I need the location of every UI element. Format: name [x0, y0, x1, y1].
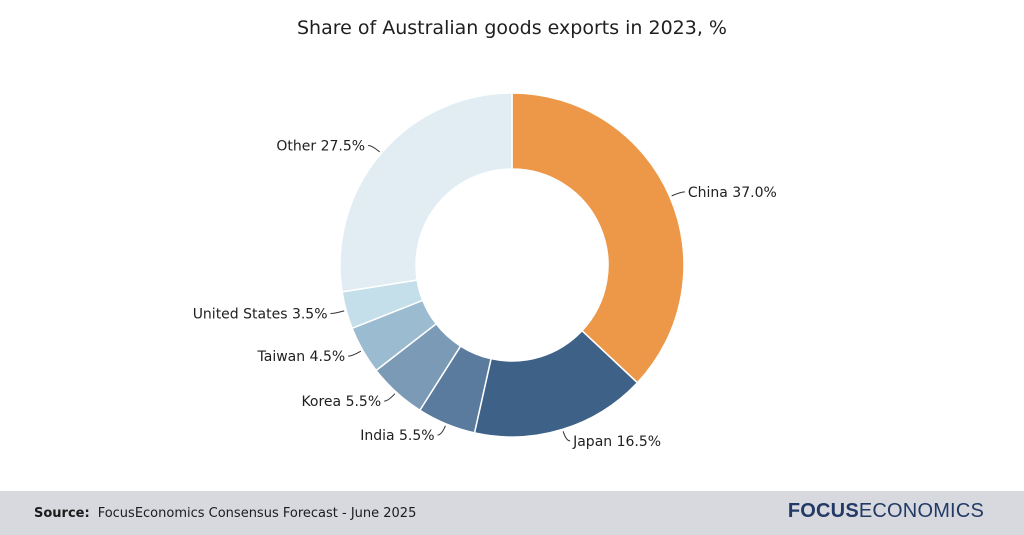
leader-line-japan	[562, 431, 571, 442]
leader-line-china	[671, 191, 685, 197]
leader-line-korea	[384, 393, 396, 402]
leader-line-india	[437, 425, 446, 436]
brand-logo: FOCUSECONOMICS	[788, 500, 984, 523]
source-text: FocusEconomics Consensus Forecast - June…	[97, 506, 417, 521]
brand-logo-bold: FOCUS	[787, 500, 859, 522]
leader-line-taiwan	[348, 350, 362, 357]
slice-other	[339, 92, 513, 293]
data-label-taiwan: Taiwan 4.5%	[257, 349, 346, 365]
leader-line-other	[368, 145, 381, 153]
leader-line-united-states	[330, 310, 345, 315]
data-label-other: Other 27.5%	[276, 139, 365, 155]
data-label-united-states: United States 3.5%	[193, 307, 328, 323]
brand-logo-light: ECONOMICS	[858, 500, 984, 522]
source-note: Source: FocusEconomics Consensus Forecast…	[34, 506, 416, 521]
slice-china	[511, 92, 685, 384]
data-label-china: China 37.0%	[688, 185, 777, 201]
data-label-japan: Japan 16.5%	[572, 434, 661, 450]
data-label-india: India 5.5%	[360, 428, 434, 444]
footer-bar: Source: FocusEconomics Consensus Forecast…	[0, 491, 1024, 535]
chart-title: Share of Australian goods exports in 202…	[297, 17, 727, 39]
source-label: Source:	[34, 506, 90, 521]
donut-chart: China 37.0% Japan 16.5% India 5.5% Korea 5.…	[193, 92, 777, 450]
data-label-korea: Korea 5.5%	[301, 394, 381, 410]
